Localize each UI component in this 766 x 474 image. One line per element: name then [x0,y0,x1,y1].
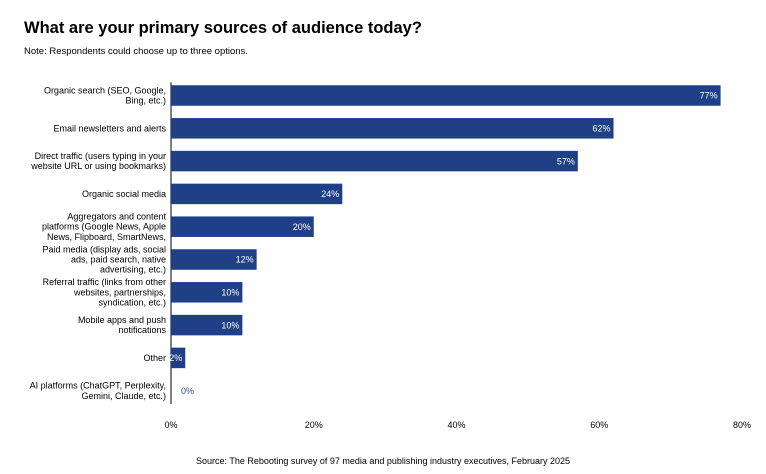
bar [171,216,314,237]
category-label: Paid media (display ads, social ads, paid… [42,244,166,274]
bar [171,347,186,369]
bar [171,249,257,270]
value-label: 2% [169,353,182,363]
value-labels-group: 77% 62% 57% 24% 20% 12% 10% 10% 2% 0% [169,91,717,396]
bar [171,183,343,205]
x-tick-label: 20% [305,420,323,430]
value-label: 77% [700,91,718,101]
x-tick-label: 40% [447,420,465,430]
x-tick-label: 0% [164,420,177,430]
value-label: 20% [293,222,311,232]
chart-title: What are your primary sources of audienc… [24,19,422,37]
bars-group [171,85,721,369]
bar [171,150,578,172]
value-label: 57% [557,156,575,166]
value-label: 10% [221,288,239,298]
category-label: Aggregators and content platforms (Google… [42,212,167,242]
category-label: Other [143,353,166,363]
category-label: Mobile apps and push notifications [78,315,167,335]
x-tick-labels-group: 0% 20% 40% 60% 80% [164,420,751,430]
category-label: Direct traffic (users typing in your webs… [30,151,166,171]
bar [171,282,243,303]
value-label: 24% [321,189,339,199]
category-label: Organic social media [82,189,166,199]
bar [171,314,243,336]
x-tick-label: 60% [590,420,608,430]
value-label: 62% [593,124,611,134]
chart-source-note: Source: The Rebooting survey of 97 media… [195,456,571,466]
chart-subtitle: Note: Respondents could choose up to thr… [24,46,248,57]
category-label: Email newsletters and alerts [53,123,166,133]
bar [171,118,614,139]
value-label: 10% [221,320,239,330]
bar [171,85,721,106]
value-label: 12% [236,255,254,265]
category-labels-group: Organic search (SEO, Google, Bing, etc.) E… [30,85,167,400]
category-label: Organic search (SEO, Google, Bing, etc.) [44,85,166,105]
x-tick-label: 80% [733,420,751,430]
value-label: 0% [181,386,194,396]
category-label: AI platforms (ChatGPT, Perplexity, Gemini… [30,381,166,401]
category-label: Referral traffic (links from other websit… [43,277,166,307]
